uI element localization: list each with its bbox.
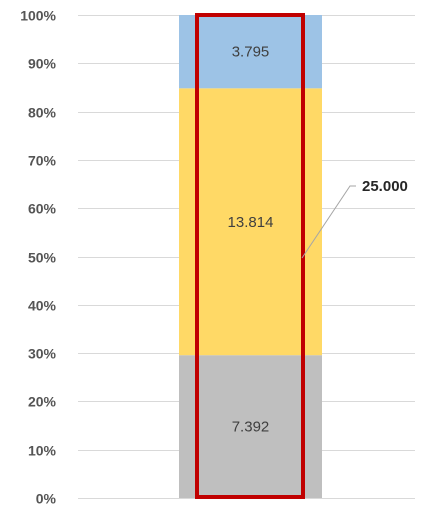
- y-tick-label: 0%: [36, 491, 57, 507]
- segment-data-labels: 7.392 13.814 3.795: [228, 44, 274, 436]
- y-tick-label: 60%: [28, 201, 57, 217]
- segment-value-label: 3.795: [232, 44, 270, 61]
- y-tick-label: 90%: [28, 56, 57, 72]
- total-callout-label: 25.000: [362, 178, 408, 195]
- segment-value-label: 13.814: [228, 214, 274, 231]
- y-tick-label: 50%: [28, 250, 57, 266]
- bar-segment: [179, 355, 322, 498]
- y-tick-label: 30%: [28, 346, 57, 362]
- bar-segments: [179, 15, 322, 498]
- bar-segment: [179, 15, 322, 89]
- callout-leader-line: [301, 185, 356, 259]
- y-tick-label: 10%: [28, 443, 57, 459]
- bar-segment: [179, 88, 322, 356]
- y-axis-tick-labels: 0% 10% 20% 30% 40% 50% 60% 70% 80% 90% 100%: [20, 8, 56, 507]
- segment-value-label: 7.392: [232, 419, 270, 436]
- y-tick-label: 70%: [28, 153, 57, 169]
- y-tick-label: 80%: [28, 105, 57, 121]
- y-tick-label: 20%: [28, 394, 57, 410]
- y-tick-label: 100%: [20, 8, 56, 24]
- y-tick-label: 40%: [28, 298, 57, 314]
